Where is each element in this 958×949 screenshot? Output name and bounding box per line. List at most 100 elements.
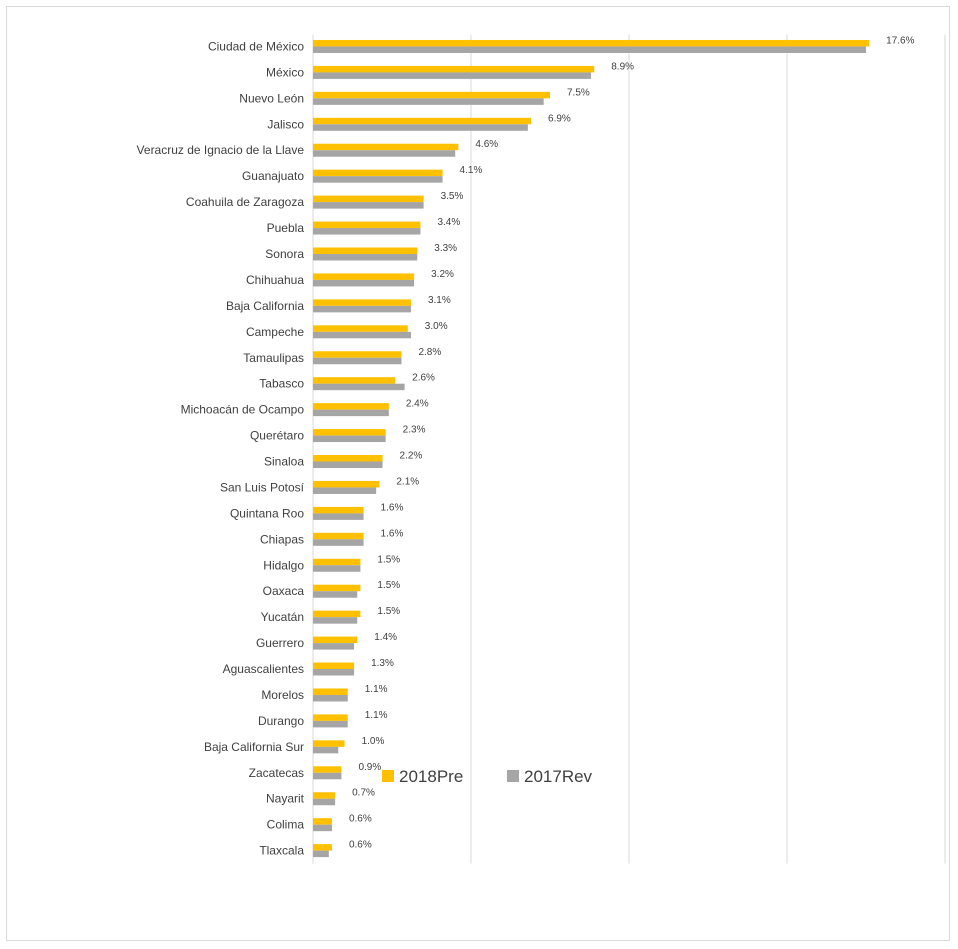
bar-2017Rev: [313, 305, 411, 313]
bar-2017Rev: [313, 253, 418, 261]
bar-2018Pre: [313, 195, 424, 203]
category-label: México: [266, 65, 304, 79]
bar-2018Pre: [313, 662, 355, 670]
category-label: Durango: [258, 714, 304, 728]
data-label: 3.4%: [437, 217, 460, 228]
data-label: 2.8%: [418, 347, 441, 358]
bar-2017Rev: [313, 565, 361, 572]
data-label: 3.3%: [434, 243, 457, 254]
data-label: 1.0%: [362, 736, 385, 747]
bar-2017Rev: [313, 409, 389, 417]
chart-frame: [6, 6, 950, 941]
data-label: 2.4%: [406, 399, 429, 410]
bar-2017Rev: [313, 643, 355, 650]
category-label: Nuevo León: [239, 91, 304, 105]
legend-label: 2018Pre: [399, 767, 463, 786]
category-label: Colima: [267, 818, 305, 832]
bar-2017Rev: [313, 72, 592, 79]
category-label: Coahuila de Zaragoza: [186, 195, 304, 209]
data-label: 4.6%: [475, 139, 498, 150]
data-label: 17.6%: [886, 35, 914, 46]
bar-2017Rev: [313, 746, 339, 754]
category-label: Chiapas: [260, 532, 304, 546]
bar-2018Pre: [313, 584, 361, 592]
category-label: Chihuahua: [246, 273, 304, 287]
bar-2017Rev: [313, 176, 443, 183]
category-label: Yucatán: [261, 610, 304, 624]
bar-2017Rev: [313, 824, 332, 832]
bar-2018Pre: [313, 740, 345, 747]
category-label: Guerrero: [256, 636, 304, 650]
bar-2018Pre: [313, 351, 402, 358]
category-label: Nayarit: [266, 792, 305, 806]
bar-2018Pre: [313, 714, 348, 721]
bar-2017Rev: [313, 98, 544, 105]
category-label: Tlaxcala: [259, 844, 304, 858]
bar-2018Pre: [313, 480, 380, 488]
bar-2017Rev: [313, 383, 405, 391]
bar-2018Pre: [313, 377, 396, 384]
data-label: 1.5%: [377, 606, 400, 617]
category-label: Puebla: [267, 221, 305, 235]
category-label: Jalisco: [267, 117, 304, 131]
category-label: Ciudad de México: [208, 39, 304, 53]
legend-swatch: [382, 770, 394, 782]
bar-2017Rev: [313, 694, 348, 702]
data-label: 6.9%: [548, 113, 571, 124]
category-label: Veracruz de Ignacio de la Llave: [137, 143, 305, 157]
data-label: 1.6%: [381, 528, 404, 539]
legend-swatch: [507, 770, 519, 782]
category-label: Hidalgo: [263, 558, 304, 572]
bar-2018Pre: [313, 688, 348, 695]
bar-2018Pre: [313, 532, 364, 540]
data-label: 1.5%: [377, 580, 400, 591]
data-label: 0.7%: [352, 788, 375, 799]
bar-2017Rev: [313, 850, 329, 858]
data-label: 0.9%: [358, 762, 381, 773]
bar-2018Pre: [313, 558, 361, 566]
legend-label: 2017Rev: [524, 767, 593, 786]
bar-2017Rev: [313, 435, 386, 443]
category-labels: Ciudad de México México Nuevo León Jalisco V…: [137, 39, 305, 857]
bar-2017Rev: [313, 228, 421, 235]
category-label: San Luis Potosí: [220, 480, 305, 494]
data-label: 3.0%: [425, 321, 448, 332]
category-label: Sinaloa: [264, 455, 304, 469]
bar-2017Rev: [313, 331, 411, 339]
data-label: 2.2%: [400, 451, 423, 462]
bar-2018Pre: [313, 65, 595, 73]
category-label: Guanajuato: [242, 169, 304, 183]
bar-2017Rev: [313, 617, 358, 624]
bar-2018Pre: [313, 247, 418, 254]
bar-2017Rev: [313, 798, 336, 806]
bar-2018Pre: [313, 39, 870, 47]
category-label: Baja California Sur: [204, 740, 304, 754]
bar-2017Rev: [313, 539, 364, 546]
bar-2017Rev: [313, 487, 377, 494]
data-label: 2.6%: [412, 373, 435, 384]
category-label: Campeche: [246, 325, 304, 339]
bar-2018Pre: [313, 844, 332, 851]
category-label: Quintana Roo: [230, 506, 304, 520]
category-label: Sonora: [265, 247, 304, 261]
data-labels: 17.6% 8.9% 7.5% 6.9% 4.6% 4.1% 3.5% 3.4% 3.3% 3.2…: [349, 35, 915, 850]
data-label: 1.5%: [377, 554, 400, 565]
data-label: 1.1%: [365, 710, 388, 721]
category-label: Michoacán de Ocampo: [181, 403, 305, 417]
bar-2018Pre: [313, 221, 421, 229]
bar-2018Pre: [313, 143, 459, 151]
data-label: 0.6%: [349, 814, 372, 825]
bar-2017Rev: [313, 591, 358, 598]
bar-2018Pre: [313, 506, 364, 514]
bar-2018Pre: [313, 169, 443, 177]
bar-2017Rev: [313, 513, 364, 520]
data-label: 2.3%: [403, 425, 426, 436]
bar-2017Rev: [313, 150, 456, 157]
bar-2018Pre: [313, 610, 361, 618]
data-label: 3.1%: [428, 295, 451, 306]
data-label: 1.1%: [365, 684, 388, 695]
bars: [313, 39, 870, 858]
data-label: 3.5%: [441, 191, 464, 202]
data-label: 3.2%: [431, 269, 454, 280]
data-label: 1.3%: [371, 658, 394, 669]
